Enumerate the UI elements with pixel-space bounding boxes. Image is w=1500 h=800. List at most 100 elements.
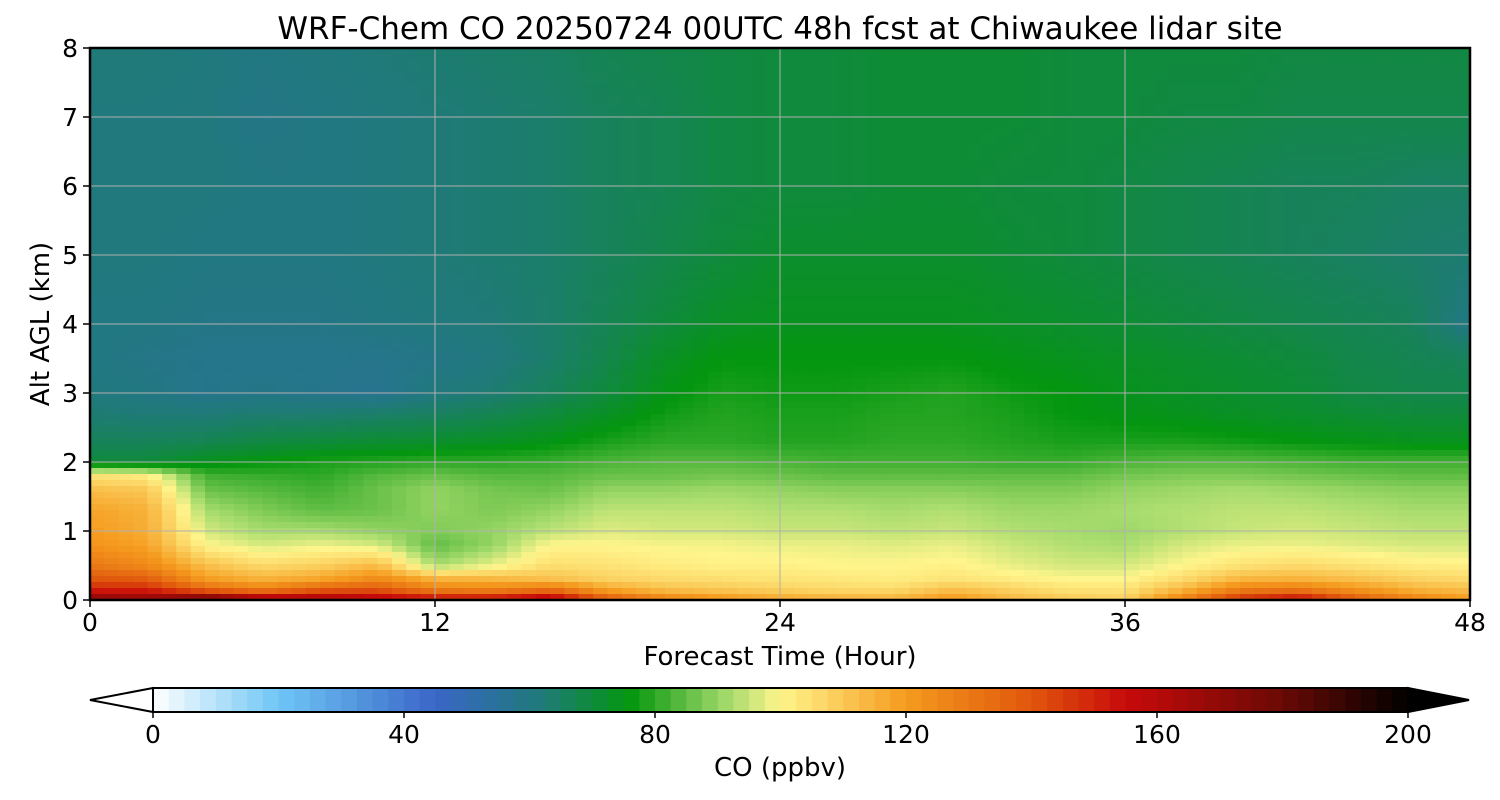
heatmap-cell [909, 174, 925, 181]
heatmap-cell [1355, 282, 1370, 289]
heatmap-cell [1211, 240, 1227, 247]
heatmap-cell [1311, 168, 1327, 175]
heatmap-cell [147, 240, 163, 247]
heatmap-cell [1383, 258, 1399, 265]
heatmap-cell [1426, 354, 1442, 361]
heatmap-cell [463, 234, 479, 241]
heatmap-cell [1081, 126, 1097, 133]
heatmap-cell [305, 108, 321, 115]
heatmap-cell [751, 324, 767, 331]
heatmap-cell [1383, 294, 1399, 301]
heatmap-cell [161, 48, 177, 55]
heatmap-cell [1010, 330, 1025, 337]
heatmap-cell [1355, 258, 1370, 265]
heatmap-cell [463, 192, 479, 199]
heatmap-cell [1196, 336, 1212, 343]
heatmap-cell [909, 60, 925, 67]
heatmap-cell [966, 186, 982, 193]
heatmap-cell [291, 258, 307, 265]
heatmap-cell [1340, 222, 1356, 229]
heatmap-cell [1383, 102, 1399, 109]
heatmap-cell [147, 264, 163, 271]
heatmap-cell [1355, 108, 1370, 115]
heatmap-cell [780, 150, 795, 157]
heatmap-cell [621, 354, 637, 361]
heatmap-cell [435, 96, 450, 103]
heatmap-cell [1225, 54, 1241, 61]
heatmap-cell [1024, 282, 1040, 289]
heatmap-cell [823, 84, 839, 91]
heatmap-cell [851, 126, 867, 133]
heatmap-cell [133, 348, 149, 355]
heatmap-cell [1053, 198, 1069, 205]
heatmap-cell [1398, 192, 1414, 199]
heatmap-cell [780, 234, 795, 241]
heatmap-cell [449, 162, 465, 169]
heatmap-cell [1283, 216, 1299, 223]
heatmap-cell [161, 330, 177, 337]
heatmap-cell [334, 138, 350, 145]
heatmap-cell [1081, 258, 1097, 265]
heatmap-cell [722, 84, 738, 91]
heatmap-cell [205, 54, 220, 61]
heatmap-cell [1240, 144, 1255, 151]
heatmap-cell [449, 300, 465, 307]
heatmap-cell [837, 120, 853, 127]
heatmap-cell [348, 294, 364, 301]
heatmap-cell [1311, 270, 1327, 277]
heatmap-cell [391, 162, 407, 169]
heatmap-cell [1398, 204, 1414, 211]
heatmap-cell [492, 78, 508, 85]
heatmap-cell [248, 306, 264, 313]
heatmap-cell [1110, 318, 1126, 325]
heatmap-cell [665, 228, 680, 235]
heatmap-cell [248, 132, 264, 139]
heatmap-cell [938, 174, 954, 181]
heatmap-cell [966, 270, 982, 277]
heatmap-cell [161, 240, 177, 247]
heatmap-cell [1412, 222, 1428, 229]
heatmap-cell [1024, 228, 1040, 235]
heatmap-cell [693, 54, 709, 61]
heatmap-cell [90, 168, 105, 175]
heatmap-cell [176, 204, 192, 211]
heatmap-cell [1383, 318, 1399, 325]
heatmap-cell [521, 312, 537, 319]
heatmap-cell [1211, 282, 1227, 289]
heatmap-cell [1110, 234, 1126, 241]
heatmap-cell [1283, 234, 1299, 241]
heatmap-cell [1355, 234, 1370, 241]
heatmap-cell [823, 342, 839, 349]
heatmap-cell [435, 156, 450, 163]
heatmap-cell [981, 66, 997, 73]
heatmap-cell [866, 288, 882, 295]
heatmap-cell [693, 270, 709, 277]
heatmap-cell [1455, 312, 1471, 319]
heatmap-cell [104, 84, 120, 91]
heatmap-cell [736, 288, 752, 295]
heatmap-cell [1254, 192, 1270, 199]
heatmap-cell [1110, 192, 1126, 199]
heatmap-cell [1096, 228, 1112, 235]
heatmap-cell [966, 96, 982, 103]
heatmap-cell [1024, 138, 1040, 145]
heatmap-cell [650, 66, 666, 73]
heatmap-cell [1096, 174, 1112, 181]
heatmap-cell [851, 276, 867, 283]
heatmap-cell [966, 90, 982, 97]
heatmap-cell [190, 276, 206, 283]
heatmap-cell [161, 78, 177, 85]
heatmap-cell [837, 336, 853, 343]
heatmap-cell [90, 198, 105, 205]
heatmap-cell [118, 300, 134, 307]
heatmap-cell [736, 210, 752, 217]
heatmap-cell [693, 288, 709, 295]
heatmap-cell [391, 174, 407, 181]
heatmap-cell [1096, 192, 1112, 199]
heatmap-cell [90, 60, 105, 67]
heatmap-cell [233, 60, 249, 67]
heatmap-cell [1426, 72, 1442, 79]
heatmap-cell [851, 150, 867, 157]
heatmap-cell [478, 282, 494, 289]
heatmap-cell [708, 264, 724, 271]
